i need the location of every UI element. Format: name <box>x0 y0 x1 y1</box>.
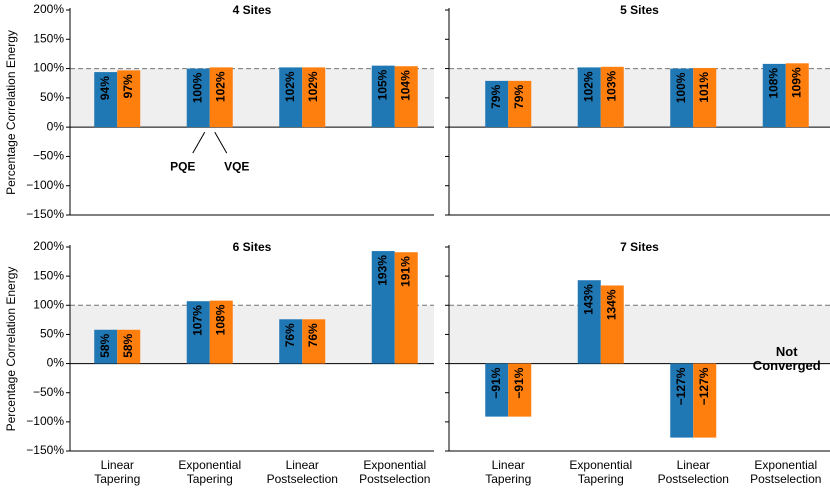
bar <box>577 280 601 364</box>
bar-value-label: 58% <box>98 333 112 357</box>
bar <box>600 285 624 364</box>
bar-value-label: 134% <box>604 289 618 320</box>
y-axis-label: Percentage Correlation Energy <box>4 30 18 195</box>
panel-title: 4 Sites <box>233 3 272 17</box>
bar-value-label: 108% <box>213 304 227 335</box>
bar-value-label: 79% <box>512 85 526 109</box>
bar <box>186 301 210 364</box>
panel-title: 5 Sites <box>620 3 659 17</box>
bar-value-label: 143% <box>581 284 595 315</box>
bar <box>186 68 210 128</box>
x-tick-label: Linear Postselection <box>657 458 729 486</box>
bar-value-label: 94% <box>98 76 112 100</box>
legend-pointer <box>192 131 206 154</box>
y-tick-label: 100% <box>33 297 64 311</box>
bar <box>670 363 694 438</box>
bar-value-label: −91% <box>489 367 503 398</box>
y-tick-label: 50% <box>40 327 64 341</box>
bar <box>394 66 418 128</box>
bar <box>394 252 418 364</box>
bar <box>94 72 118 128</box>
y-tick-label: 0% <box>47 356 65 370</box>
legend-label: PQE <box>170 159 195 173</box>
y-tick-label: −50% <box>33 385 64 399</box>
bar-value-label: −91% <box>512 367 526 398</box>
y-tick-label: −100% <box>26 414 64 428</box>
bar <box>279 67 303 128</box>
bar-value-label: 193% <box>375 255 389 286</box>
bar <box>209 300 233 364</box>
y-tick-label: −150% <box>26 207 64 221</box>
bar <box>117 70 141 128</box>
bar <box>785 63 809 128</box>
y-tick-label: 200% <box>33 2 64 16</box>
bar-value-label: 104% <box>398 70 412 101</box>
bar-value-label: 102% <box>283 71 297 102</box>
bar-value-label: 109% <box>789 67 803 98</box>
bar <box>693 67 717 128</box>
x-tick-label: Linear Postselection <box>266 458 338 486</box>
bar-value-label: 103% <box>604 70 618 101</box>
bar <box>508 363 532 417</box>
x-tick-label: Linear Tapering <box>485 458 532 486</box>
y-tick-label: 100% <box>33 61 64 75</box>
bar-value-label: 58% <box>121 333 135 357</box>
bar-value-label: 107% <box>190 305 204 336</box>
bar <box>670 68 694 128</box>
bar-value-label: 102% <box>306 71 320 102</box>
bar-value-label: 102% <box>581 71 595 102</box>
bar-value-label: 191% <box>398 256 412 287</box>
bar <box>762 63 786 128</box>
x-tick-label: Exponential Postselection <box>359 458 431 486</box>
bar-value-label: 105% <box>375 69 389 100</box>
shaded-band <box>449 305 830 364</box>
y-tick-label: 50% <box>40 90 64 104</box>
bar-value-label: 101% <box>697 72 711 103</box>
bar <box>485 363 509 417</box>
bar <box>117 329 141 364</box>
panel-title: 6 Sites <box>233 240 272 254</box>
bar-value-label: 76% <box>306 323 320 347</box>
annotation: Not Converged <box>752 343 821 373</box>
bar-value-label: 97% <box>121 74 135 98</box>
bar <box>209 67 233 128</box>
bar-value-label: −127% <box>697 367 711 405</box>
bar <box>371 251 395 364</box>
legend-label: VQE <box>224 159 249 173</box>
y-tick-label: −150% <box>26 443 64 457</box>
panel-title: 7 Sites <box>620 240 659 254</box>
bar-value-label: 79% <box>489 85 503 109</box>
bar <box>693 363 717 438</box>
y-tick-label: 0% <box>47 119 65 133</box>
x-tick-label: Exponential Tapering <box>569 458 633 486</box>
bar <box>302 67 326 128</box>
bar-value-label: 76% <box>283 323 297 347</box>
x-tick-label: Exponential Postselection <box>750 458 822 486</box>
bar-value-label: 108% <box>766 68 780 99</box>
y-tick-label: 150% <box>33 31 64 45</box>
bar <box>577 67 601 128</box>
x-tick-label: Linear Tapering <box>94 458 141 486</box>
y-tick-label: −100% <box>26 178 64 192</box>
bar <box>94 329 118 364</box>
x-tick-label: Exponential Tapering <box>178 458 242 486</box>
bar <box>302 319 326 364</box>
bar <box>600 66 624 128</box>
y-axis-label: Percentage Correlation Energy <box>4 267 18 432</box>
bar <box>279 319 303 364</box>
bar <box>371 65 395 128</box>
bar-value-label: −127% <box>674 367 688 405</box>
bar <box>485 80 509 128</box>
y-tick-label: 200% <box>33 239 64 253</box>
bar <box>508 80 532 128</box>
bar-value-label: 100% <box>674 72 688 103</box>
bar-value-label: 100% <box>190 72 204 103</box>
legend-pointer <box>214 131 228 154</box>
y-tick-label: 150% <box>33 268 64 282</box>
bar-value-label: 102% <box>213 71 227 102</box>
y-tick-label: −50% <box>33 149 64 163</box>
